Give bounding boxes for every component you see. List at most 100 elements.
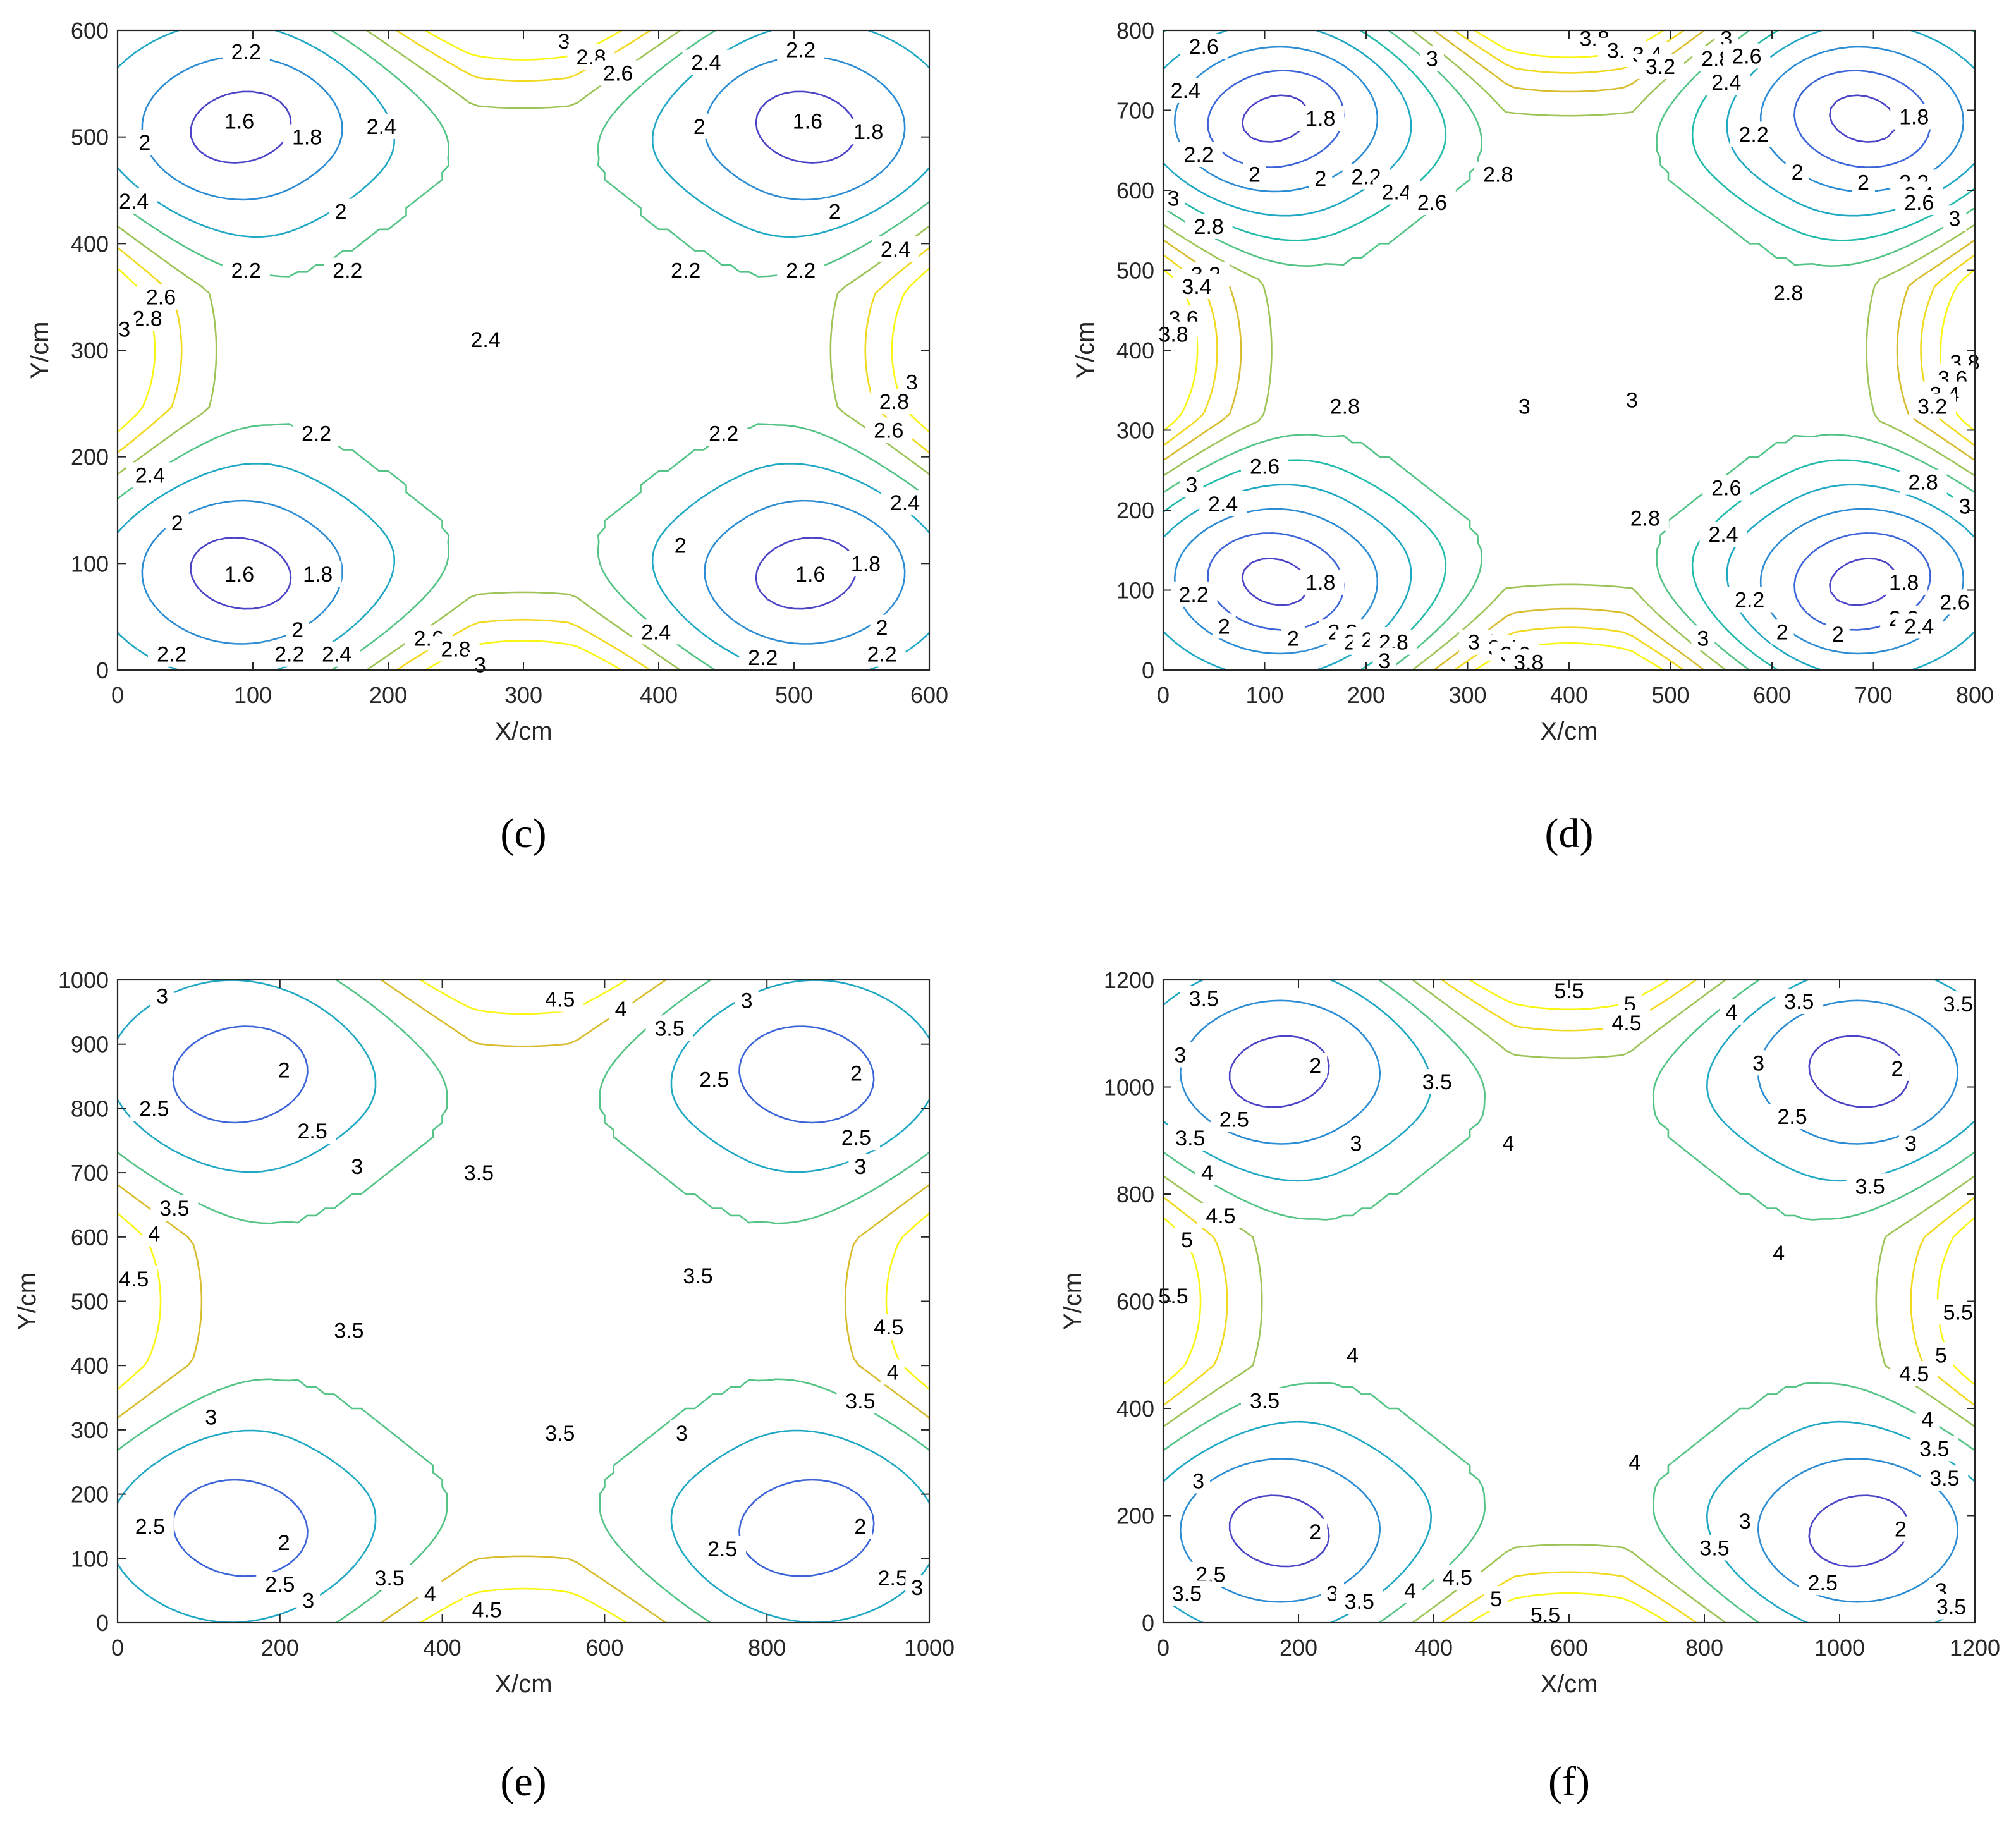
axes-frame bbox=[1162, 979, 1976, 1624]
contour-label: 2.4 bbox=[1904, 614, 1934, 638]
contour-label: 2 bbox=[1218, 614, 1230, 638]
contour-label-bg bbox=[845, 119, 893, 145]
y-tick-label: 100 bbox=[71, 551, 109, 577]
contour-label-bg bbox=[1747, 1050, 1771, 1076]
y-tick-label: 400 bbox=[71, 1353, 109, 1379]
contour-label: 3 bbox=[676, 1422, 688, 1446]
contour-level-4 bbox=[1163, 980, 1975, 1623]
contour-label-bg bbox=[881, 490, 929, 516]
contour-label: 4.5 bbox=[545, 988, 575, 1012]
contour-label: 2 bbox=[1895, 1518, 1907, 1542]
contour-label: 3 bbox=[741, 989, 753, 1013]
contour-label-bg bbox=[848, 1513, 872, 1539]
contour-label: 3 bbox=[911, 1576, 923, 1600]
contour-label-bg bbox=[1931, 589, 1979, 615]
y-tick-label: 600 bbox=[1116, 1289, 1154, 1315]
contour-label-bg bbox=[1726, 587, 1774, 613]
contour-label: 5.5 bbox=[1943, 1300, 1973, 1324]
y-tick-label: 800 bbox=[71, 1096, 109, 1121]
contour-label-bg bbox=[216, 561, 264, 587]
contour-label: 2 bbox=[1832, 623, 1844, 647]
contour-label: 2.4 bbox=[135, 463, 165, 487]
contour-label: 1.6 bbox=[795, 563, 825, 587]
contour-label-bg bbox=[137, 284, 185, 310]
x-tick-label: 500 bbox=[1651, 682, 1689, 708]
contour-label: 2.2 bbox=[1179, 583, 1209, 607]
contour-label-bg bbox=[905, 1575, 929, 1601]
contour-label-bg bbox=[1304, 1518, 1328, 1544]
contour-label-bg bbox=[266, 641, 314, 667]
contour-lines bbox=[1163, 30, 1975, 670]
contour-label-bg bbox=[1309, 166, 1333, 192]
contour-label-bg bbox=[293, 420, 341, 446]
contour-label-bg bbox=[872, 236, 919, 262]
contour-label: 2.2 bbox=[709, 422, 738, 446]
contour-label-bg bbox=[1699, 521, 1747, 547]
contour-label: 3 bbox=[205, 1406, 217, 1430]
x-tick-label: 1000 bbox=[904, 1635, 955, 1661]
contour-label-bg bbox=[844, 1060, 868, 1086]
contour-label: 5 bbox=[1935, 1343, 1947, 1367]
contour-label: 3.5 bbox=[1172, 1582, 1202, 1606]
contour-label-bg bbox=[1885, 1055, 1909, 1081]
contour-label-bg bbox=[1297, 569, 1345, 595]
contour-label: 3 bbox=[302, 1589, 314, 1613]
contour-label: 3.5 bbox=[545, 1422, 575, 1446]
contour-label-bg bbox=[1335, 1589, 1383, 1614]
contour-label: 2 bbox=[278, 1058, 290, 1082]
x-tick-label: 1000 bbox=[1814, 1635, 1865, 1661]
contour-label: 2.2 bbox=[786, 259, 816, 283]
panel-caption: (f) bbox=[1548, 1759, 1590, 1805]
contour-label-bg bbox=[463, 1597, 511, 1623]
y-tick-label: 300 bbox=[71, 338, 109, 363]
x-tick-label: 600 bbox=[585, 1635, 623, 1661]
contour-label-bg bbox=[1702, 475, 1750, 501]
contour-label: 3.5 bbox=[845, 1389, 875, 1413]
contour-label: 3 bbox=[1697, 626, 1709, 650]
x-tick-label: 400 bbox=[1550, 682, 1588, 708]
y-tick-label: 800 bbox=[1116, 18, 1154, 44]
contour-label-bg bbox=[669, 1420, 693, 1446]
contour-label-bg bbox=[1770, 619, 1794, 645]
contour-label-bg bbox=[682, 49, 730, 75]
contour-level-5 bbox=[1163, 980, 1975, 1623]
y-tick-label: 700 bbox=[1116, 98, 1154, 124]
contour-label-bg bbox=[288, 1118, 336, 1144]
x-tick-label: 500 bbox=[775, 682, 813, 708]
y-tick-label: 800 bbox=[1116, 1181, 1154, 1207]
contour-label: 4 bbox=[1773, 1242, 1785, 1266]
contour-label-bg bbox=[150, 1195, 199, 1221]
x-tick-label: 800 bbox=[1685, 1635, 1723, 1661]
contour-label: 3.5 bbox=[683, 1264, 712, 1288]
contour-label: 2 bbox=[335, 200, 347, 224]
y-tick-label: 400 bbox=[1116, 1396, 1154, 1422]
contour-label-bg bbox=[1890, 104, 1938, 130]
y-tick-label: 500 bbox=[71, 125, 109, 150]
contour-label: 2.6 bbox=[146, 286, 176, 310]
contour-label-bg bbox=[739, 644, 787, 670]
contour-label-bg bbox=[1161, 77, 1209, 103]
contour-label-bg bbox=[1775, 988, 1823, 1014]
contour-label-bg bbox=[594, 60, 642, 86]
contour-label: 3 bbox=[474, 654, 486, 678]
contour-label-bg bbox=[199, 1404, 223, 1430]
contour-label: 3 bbox=[1426, 47, 1438, 71]
contour-label-bg bbox=[870, 388, 918, 414]
contour-label-bg bbox=[1702, 70, 1750, 95]
contour-label: 3.5 bbox=[1784, 990, 1814, 1014]
y-tick-label: 900 bbox=[71, 1032, 109, 1058]
contour-label: 2.2 bbox=[1738, 123, 1768, 147]
contour-label: 2 bbox=[1891, 1057, 1903, 1081]
contour-label-bg bbox=[283, 124, 331, 150]
contour-label: 3.5 bbox=[654, 1016, 684, 1041]
contour-label-bg bbox=[222, 257, 270, 283]
contour-label-bg bbox=[786, 561, 834, 587]
contour-label-bg bbox=[1621, 505, 1669, 531]
contour-label-bg bbox=[1187, 1468, 1211, 1494]
contour-label-bg bbox=[1799, 1570, 1847, 1596]
contour-label: 2 bbox=[291, 618, 303, 642]
x-tick-label: 300 bbox=[1448, 682, 1486, 708]
contour-label: 3 bbox=[1192, 1469, 1204, 1493]
contour-label: 2 bbox=[1314, 167, 1326, 191]
contour-label: 2.4 bbox=[641, 620, 671, 644]
